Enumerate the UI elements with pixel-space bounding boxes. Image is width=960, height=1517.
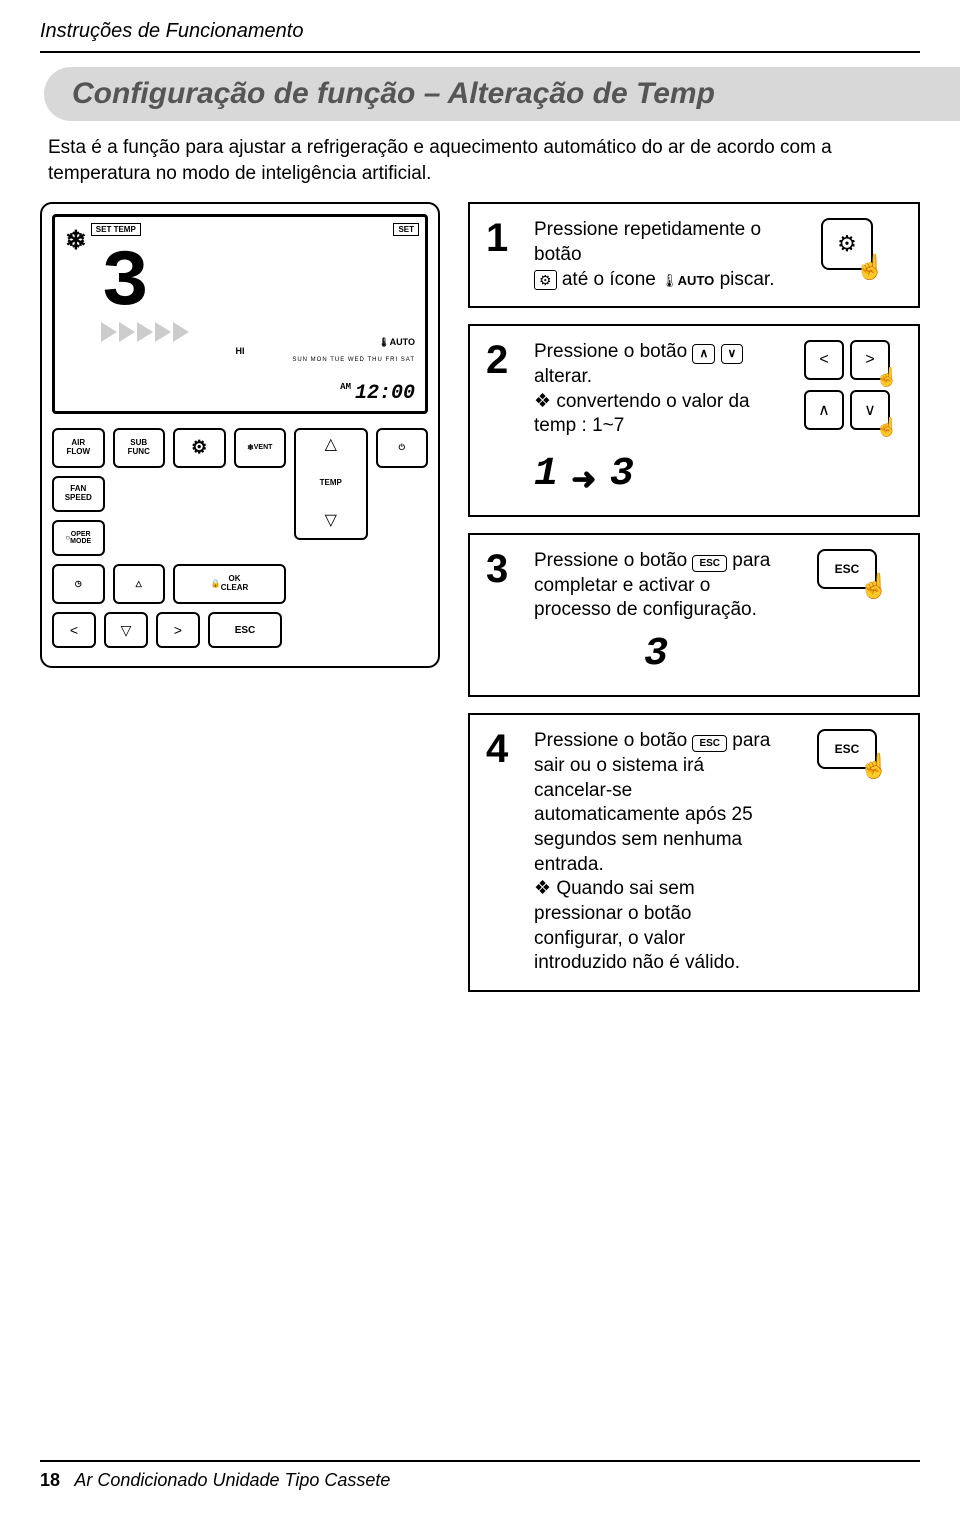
page-footer: 18 Ar Condicionado Unidade Tipo Cassete	[0, 1460, 960, 1491]
seg-from: 1	[534, 449, 558, 501]
seg-to: 3	[610, 449, 634, 501]
right-button[interactable]: >	[156, 612, 200, 648]
page-number: 18	[40, 1470, 60, 1490]
page-title: Configuração de função – Alteração de Te…	[72, 77, 715, 111]
title-band: Configuração de função – Alteração de Te…	[0, 67, 960, 121]
step-3-text: Pressione o botão ESC para completar e a…	[534, 549, 778, 681]
up-icon: ∧	[692, 344, 715, 364]
lcd-big-number: 3	[101, 252, 419, 316]
step-2-note: convertendo o valor da temp : 1~7	[534, 391, 750, 437]
step-1: 1 Pressione repetidamente o botão ⚙ até …	[468, 202, 920, 308]
air-flow-button[interactable]: AIR FLOW	[52, 428, 105, 468]
hand-icon: ☝	[876, 367, 898, 388]
arrow-icon: ➜	[571, 460, 596, 499]
gear-button[interactable]: ⚙	[173, 428, 226, 468]
step-1-number: 1	[486, 218, 520, 258]
hand-icon: ☝	[855, 253, 885, 282]
lcd-set-label: SET	[393, 223, 419, 236]
temp-up-icon: △	[325, 434, 337, 454]
lcd-days: SUN MON TUE WED THU FRI SAT	[292, 357, 415, 363]
hand-icon: ☝	[859, 752, 889, 781]
sub-func-button[interactable]: SUB FUNC	[113, 428, 166, 468]
step-3-esc-icon: ESC ☝	[817, 549, 877, 589]
step-3: 3 Pressione o botão ESC para completar e…	[468, 533, 920, 697]
oper-mode-button[interactable]: ○OPER MODE	[52, 520, 105, 556]
down-icon: ∨	[721, 344, 744, 364]
step-1-text: Pressione repetidamente o botão ⚙ até o …	[534, 218, 778, 292]
step-4-text: Pressione o botão ESC para sair ou o sis…	[534, 729, 778, 976]
step-4: 4 Pressione o botão ESC para sair ou o s…	[468, 713, 920, 992]
down-button[interactable]: ▽	[104, 612, 148, 648]
fan-speed-button[interactable]: FAN SPEED	[52, 476, 105, 512]
step-4-esc-icon: ESC ☝	[817, 729, 877, 769]
remote-panel: ❄ SET TEMP SET 3 HI 🌡AUTO SUN MON TUE WE…	[40, 202, 440, 668]
seg-result: 3	[644, 629, 668, 681]
lcd-settemp-label: SET TEMP	[91, 223, 141, 236]
step-2-number: 2	[486, 340, 520, 380]
step-3-number: 3	[486, 549, 520, 589]
left-button[interactable]: <	[52, 612, 96, 648]
step-2-down-icon: ∨☝	[850, 390, 890, 430]
lcd-hi-label: HI	[61, 346, 419, 356]
rule-top	[40, 51, 920, 53]
ok-clear-button[interactable]: 🔒 OK CLEAR	[173, 564, 286, 604]
step-1-press-icon: ⚙ ☝	[821, 218, 873, 270]
step-2-right-icon: >☝	[850, 340, 890, 380]
step-2: 2 Pressione o botão ∧ ∨ alterar. convert…	[468, 324, 920, 517]
vent-button[interactable]: ❄VENT	[234, 428, 287, 468]
temp-label: TEMP	[320, 478, 342, 487]
step-2-up-icon: ∧	[804, 390, 844, 430]
esc-label-icon: ESC	[692, 735, 727, 752]
lcd-airflow-arrows	[101, 322, 419, 342]
up-button[interactable]: △	[113, 564, 166, 604]
lcd-clock: AM12:00	[340, 382, 415, 405]
esc-label-icon: ESC	[692, 555, 727, 572]
hand-icon: ☝	[876, 417, 898, 438]
step-4-note: Quando sai sem pressionar o botão config…	[534, 878, 740, 973]
power-button[interactable]: ⏻	[376, 428, 429, 468]
esc-button[interactable]: ESC	[208, 612, 282, 648]
step-4-number: 4	[486, 729, 520, 769]
step-2-text: Pressione o botão ∧ ∨ alterar. converten…	[534, 340, 778, 501]
lcd-auto-label: 🌡AUTO	[378, 337, 415, 348]
snowflake-icon: ❄	[65, 225, 87, 256]
clock-button[interactable]: ◷	[52, 564, 105, 604]
temp-rocker[interactable]: △ TEMP ▽	[294, 428, 368, 540]
hand-icon: ☝	[859, 572, 889, 601]
temp-down-icon: ▽	[325, 510, 337, 530]
page-header: Instruções de Funcionamento	[0, 0, 960, 51]
step-2-left-icon: <	[804, 340, 844, 380]
gear-icon: ⚙	[534, 270, 557, 290]
lcd-screen: ❄ SET TEMP SET 3 HI 🌡AUTO SUN MON TUE WE…	[52, 214, 428, 414]
footer-label: Ar Condicionado Unidade Tipo Cassete	[74, 1470, 390, 1490]
intro-text: Esta é a função para ajustar a refrigera…	[0, 131, 960, 202]
